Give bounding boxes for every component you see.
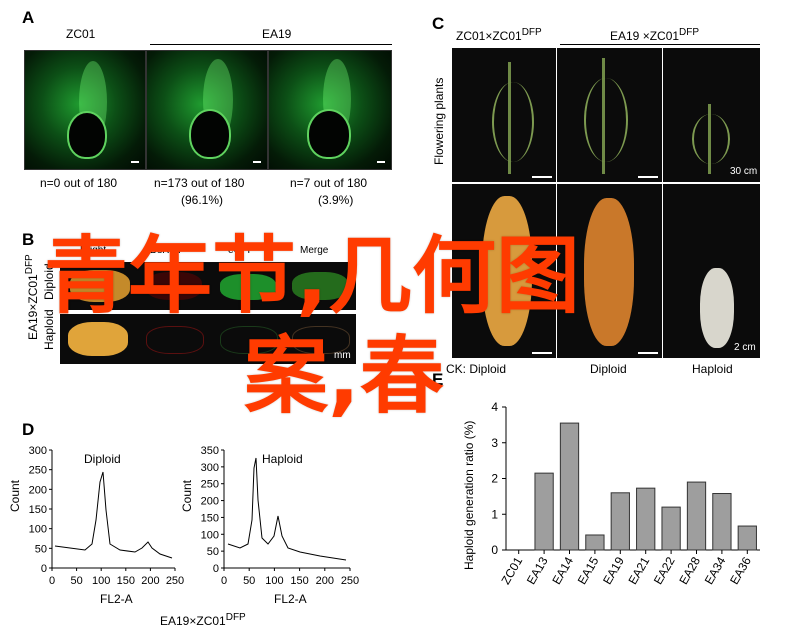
panel-b-col-dsred: DsRed — [150, 245, 181, 256]
panel-a-caption-3b: (3.9%) — [318, 193, 354, 207]
bar-ea22 — [661, 506, 681, 551]
flow-ytick-label: 250 — [29, 465, 47, 477]
bar-chart-xtick-label: EA34 — [702, 554, 729, 587]
flow-xtick-label: 0 — [49, 575, 55, 587]
flow-plot-diploid-title: Diploid — [84, 452, 121, 466]
panel-c-caption-diploid: Diploid — [590, 362, 627, 376]
panel-letter-b: B — [22, 230, 35, 249]
bar-chart-ytick-label: 1 — [491, 507, 498, 521]
bar-chart-xtick-label: EA19 — [600, 554, 627, 587]
flow-ytick-label: 350 — [201, 445, 219, 457]
flow-ytick-label: 300 — [29, 445, 47, 457]
flow-ytick-label: 250 — [201, 479, 219, 491]
flow-ytick-label: 100 — [201, 529, 219, 541]
bar-chart-xtick-label: EA13 — [524, 554, 551, 587]
embryo-image-zc01 — [24, 50, 146, 170]
bar-chart-ytick-label: 2 — [491, 472, 498, 486]
bar-ea19 — [610, 492, 630, 551]
flow-xtick-label: 100 — [92, 575, 110, 587]
embryo-image-ea19-b — [268, 50, 392, 170]
panel-c-plants-image: 30 cm — [452, 48, 760, 182]
flow-xtick-label: 150 — [290, 575, 308, 587]
flow-xtick-label: 150 — [117, 575, 135, 587]
panel-b-col-merge: Merge — [300, 245, 329, 256]
flow-xtick-label: 250 — [166, 575, 184, 587]
panel-a-caption-1: n=0 out of 180 — [40, 176, 118, 190]
panel-c-header-rule — [560, 44, 760, 45]
bar-ea36 — [737, 525, 757, 551]
flow-xtick-label: 50 — [243, 575, 255, 587]
flow-ytick-label: 0 — [41, 563, 47, 575]
flow-ytick-label: 100 — [29, 524, 47, 536]
panel-a-caption-3: n=7 out of 180 — [290, 176, 368, 190]
bar-ea15 — [585, 534, 605, 551]
bar-chart-xtick-label: ZC01 — [499, 554, 526, 587]
panel-c-ears-image: 2 cm — [452, 184, 760, 358]
flow-xtick-label: 50 — [70, 575, 82, 587]
panel-c-scale-2cm: 2 cm — [734, 342, 756, 353]
panel-c-scale-30cm: 30 cm — [730, 166, 758, 177]
panel-b-diploid-row-image — [60, 262, 356, 310]
flow-ytick-label: 50 — [207, 546, 219, 558]
flow-plot-diploid — [51, 450, 175, 569]
flow-plot-haploid — [223, 450, 350, 569]
flow-plot-diploid-ylabel: Count — [8, 479, 22, 512]
bar-ea34 — [712, 493, 732, 551]
flow-xtick-label: 200 — [316, 575, 334, 587]
bar-chart-ytick-label: 4 — [491, 400, 498, 414]
bar-ea28 — [686, 481, 707, 551]
flow-xtick-label: 0 — [221, 575, 227, 587]
panel-c-caption-ck: CK: Diploid — [446, 362, 507, 376]
panel-letter-e: E — [432, 370, 444, 389]
panel-c-row-flowering: Flowering plants — [432, 77, 446, 165]
flow-ytick-label: 200 — [201, 496, 219, 508]
panel-b-col-bright: Bright — [80, 245, 107, 256]
embryo-image-ea19-a — [146, 50, 268, 170]
panel-a-header-ea19: EA19 — [262, 27, 292, 41]
panel-a-caption-2b: (96.1%) — [181, 193, 224, 207]
flow-plot-haploid-xlabel: FL2-A — [274, 592, 307, 606]
flow-ytick-label: 300 — [201, 462, 219, 474]
flow-ytick-label: 50 — [35, 543, 47, 555]
panel-d-footer: EA19×ZC01DFP — [160, 612, 246, 628]
flow-xtick-label: 100 — [265, 575, 283, 587]
bar-chart-xtick-label: EA15 — [575, 554, 602, 587]
flow-ytick-label: 150 — [29, 504, 47, 516]
bar-chart: 01234ZC01EA13EA14EA15EA19EA21EA22EA28EA3… — [491, 400, 760, 587]
panel-letter-d: D — [22, 420, 35, 439]
panel-c-header-2: EA19 ×ZC01DFP — [610, 27, 700, 43]
bar-chart-ytick-label: 3 — [491, 436, 498, 450]
panel-a-header-zc01: ZC01 — [66, 27, 96, 41]
flow-plot-diploid-xlabel: FL2-A — [100, 592, 133, 606]
flow-ytick-label: 150 — [201, 512, 219, 524]
bar-ea21 — [636, 487, 656, 551]
overlay-text-line-1: 青年节,几何图 — [44, 227, 580, 325]
panel-letter-a: A — [22, 8, 35, 27]
bar-chart-xtick-label: EA14 — [549, 554, 576, 587]
bar-chart-xtick-label: EA28 — [676, 554, 703, 587]
panel-a-caption-2: n=173 out of 180 — [154, 176, 245, 190]
panel-b-haploid-row-image: mm — [60, 314, 356, 364]
panel-c-caption-haploid: Haploid — [692, 362, 733, 376]
flow-xtick-label: 200 — [141, 575, 159, 587]
flow-xtick-label: 250 — [341, 575, 359, 587]
bar-chart-ytick-label: 0 — [491, 543, 498, 557]
panel-b-scale-text: mm — [334, 350, 351, 361]
overlay-text-line-2: 案,春 — [244, 327, 444, 425]
bar-ea14 — [559, 422, 580, 551]
flow-plot-haploid-title: Haploid — [262, 452, 303, 466]
bar-chart-xtick-label: EA21 — [625, 554, 652, 587]
bar-chart-xtick-label: EA36 — [727, 554, 754, 587]
flow-cytometry-plots: 0 50 100 150 200 250 300 0 50 100 150 200 250 0 50 100 1… — [29, 445, 360, 587]
bar-chart-xtick-label: EA22 — [651, 554, 678, 587]
panel-b-col-egfp: eGFP — [228, 245, 255, 256]
flow-plot-haploid-ylabel: Count — [180, 479, 194, 512]
panel-letter-c: C — [432, 14, 445, 33]
flow-ytick-label: 0 — [213, 563, 219, 575]
panel-c-header-1: ZC01×ZC01DFP — [456, 27, 542, 43]
panel-a-header-rule — [150, 44, 392, 45]
panel-b-row-label: EA19×ZC01DFP — [24, 254, 40, 340]
flow-ytick-label: 200 — [29, 484, 47, 496]
bar-ea13 — [534, 472, 554, 551]
